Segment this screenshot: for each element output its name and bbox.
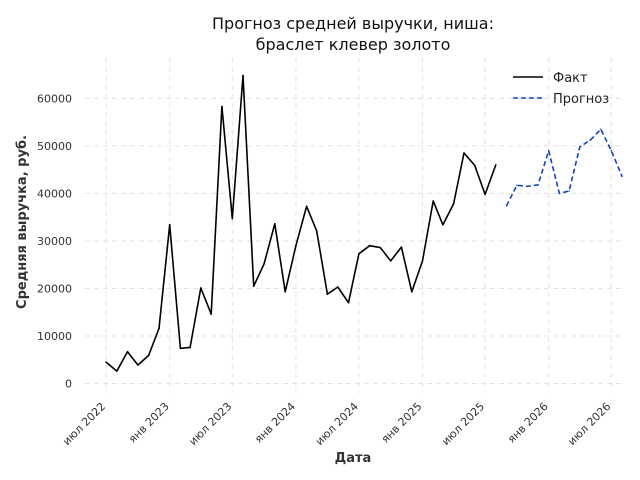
data-point xyxy=(231,217,234,220)
data-point xyxy=(368,244,371,247)
grid xyxy=(85,58,622,393)
data-point xyxy=(347,301,350,304)
x-axis-ticks: июл 2022 янв 2023 июл 2023 янв 2024 июл 2024… xyxy=(60,400,613,448)
x-tick-label: июл 2024 xyxy=(313,400,361,448)
x-axis-label: Дата xyxy=(335,451,372,466)
data-point xyxy=(558,192,561,195)
data-point xyxy=(442,223,444,226)
y-tick-label: 10000 xyxy=(37,330,72,343)
x-tick-label: янв 2026 xyxy=(505,400,551,446)
x-tick-label: июл 2025 xyxy=(439,400,487,448)
data-point xyxy=(432,200,435,202)
data-point xyxy=(326,293,329,295)
chart-title-line-1: Прогноз средней выручки, ниша: xyxy=(212,14,494,33)
x-tick-label: июл 2022 xyxy=(60,400,108,448)
data-point xyxy=(589,139,591,142)
data-point xyxy=(295,244,297,247)
series-line-fact xyxy=(105,74,497,372)
data-point xyxy=(579,146,581,148)
data-point xyxy=(305,205,308,208)
data-point xyxy=(358,252,360,255)
data-point xyxy=(336,286,339,288)
data-point xyxy=(494,164,497,166)
data-point xyxy=(537,184,539,186)
data-point xyxy=(137,364,139,366)
data-point xyxy=(274,223,276,225)
x-tick-label: янв 2023 xyxy=(126,400,172,446)
y-tick-label: 0 xyxy=(65,377,72,390)
data-point xyxy=(400,246,403,248)
y-tick-label: 30000 xyxy=(37,235,72,248)
data-point xyxy=(242,74,244,77)
chart-title-line-2: браслет клевер золото xyxy=(256,35,451,54)
data-point xyxy=(116,370,118,372)
x-tick-label: янв 2025 xyxy=(379,400,425,446)
y-tick-label: 20000 xyxy=(37,282,72,295)
data-point xyxy=(452,203,455,205)
data-point xyxy=(505,204,508,207)
data-point xyxy=(168,223,171,226)
x-tick-label: июл 2026 xyxy=(565,400,613,448)
data-point xyxy=(263,262,265,265)
data-point xyxy=(210,313,213,315)
legend: Факт Прогноз xyxy=(513,71,609,107)
data-point xyxy=(389,260,392,262)
data-point xyxy=(568,190,570,192)
data-point xyxy=(126,350,129,353)
data-point xyxy=(484,193,486,196)
y-tick-label: 40000 xyxy=(37,187,72,200)
data-point xyxy=(600,128,602,131)
data-point xyxy=(463,152,465,154)
data-point xyxy=(526,185,529,188)
data-point xyxy=(105,361,107,363)
legend-label-fact: Факт xyxy=(553,71,588,86)
y-tick-label: 60000 xyxy=(37,92,72,105)
data-point xyxy=(410,290,413,293)
y-axis-label: Средняя выручка, руб. xyxy=(15,135,30,309)
data-point xyxy=(200,287,202,289)
data-point xyxy=(147,354,150,357)
data-point xyxy=(516,184,518,187)
data-point xyxy=(189,346,191,349)
y-tick-label: 50000 xyxy=(37,140,72,153)
data-point xyxy=(610,149,613,152)
series-lines xyxy=(105,74,623,372)
data-point xyxy=(315,230,318,232)
data-point xyxy=(379,246,382,249)
data-point xyxy=(179,347,182,350)
data-point xyxy=(221,105,223,108)
legend-label-forecast: Прогноз xyxy=(553,92,609,107)
data-point xyxy=(421,260,424,262)
data-point xyxy=(473,164,476,167)
data-point xyxy=(547,149,550,152)
x-tick-label: янв 2024 xyxy=(252,400,298,446)
data-point xyxy=(252,285,255,287)
data-point xyxy=(158,327,160,330)
series-line-forecast xyxy=(505,128,623,207)
data-point xyxy=(284,290,287,293)
y-axis-ticks: 0 10000 20000 30000 40000 50000 60000 xyxy=(37,92,72,390)
data-point xyxy=(621,175,623,178)
x-tick-label: июл 2023 xyxy=(186,400,234,448)
